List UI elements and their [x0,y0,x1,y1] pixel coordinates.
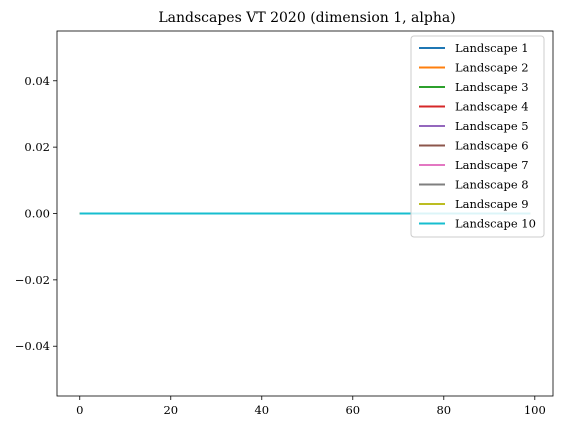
x-tick-label: 80 [436,403,451,417]
legend-label-6: Landscape 6 [455,139,529,153]
axis-ticks: 0 20 40 60 80 100 0.04 0.02 0.00 −0.02 −0.04 [15,74,546,417]
legend-label-10: Landscape 10 [455,217,536,231]
y-tick-label: 0.00 [24,207,50,221]
legend-label-9: Landscape 9 [455,197,529,211]
legend-label-7: Landscape 7 [455,158,529,172]
legend: Landscape 1 Landscape 2 Landscape 3 Landsca… [410,35,545,238]
y-tick-label: 0.04 [24,74,50,88]
y-tick-label: −0.04 [15,339,50,353]
legend-label-4: Landscape 4 [455,100,529,114]
x-tick-label: 0 [76,403,83,417]
x-tick-label: 40 [254,403,269,417]
legend-label-5: Landscape 5 [455,119,529,133]
legend-label-1: Landscape 1 [455,41,529,55]
legend-label-2: Landscape 2 [455,61,529,75]
y-tick-label: 0.02 [24,140,50,154]
x-tick-label: 100 [524,403,546,417]
x-tick-label: 60 [345,403,360,417]
legend-label-8: Landscape 8 [455,178,529,192]
x-tick-label: 20 [163,403,178,417]
chart-title: Landscapes VT 2020 (dimension 1, alpha) [158,10,455,26]
y-tick-label: −0.02 [15,273,50,287]
legend-label-3: Landscape 3 [455,80,529,94]
